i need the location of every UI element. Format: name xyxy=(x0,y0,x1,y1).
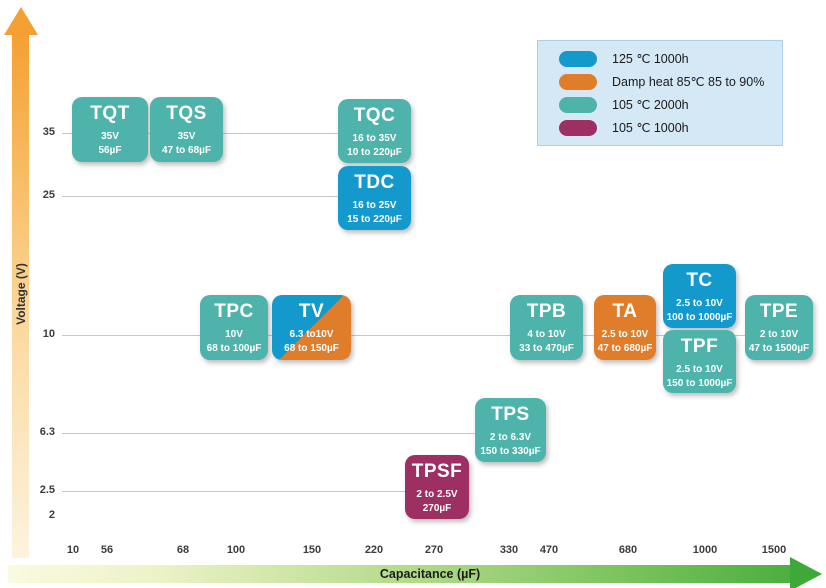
series-box-tqs: TQS 35V 47 to 68µF xyxy=(150,97,223,162)
y-tick-2: 2 xyxy=(48,509,55,521)
series-title: TQT xyxy=(90,103,130,124)
x-tick-1000: 1000 xyxy=(692,544,718,556)
x-tick-150: 150 xyxy=(302,544,322,556)
legend-swatch-blue xyxy=(559,50,597,67)
legend-label: 125 ℃ 1000h xyxy=(612,52,689,66)
x-tick-220: 220 xyxy=(364,544,384,556)
series-detail: 2.5 to 10V 47 to 680µF xyxy=(597,329,653,354)
series-detail: 2.5 to 10V 150 to 1000µF xyxy=(666,364,733,389)
y-tick-35: 35 xyxy=(42,126,55,138)
series-detail: 2 to 6.3V 150 to 330µF xyxy=(480,432,541,457)
gridline-25v xyxy=(62,196,340,197)
x-tick-470: 470 xyxy=(539,544,559,556)
legend-item-damp-heat: Damp heat 85℃ 85 to 90% xyxy=(559,70,782,93)
legend-label: Damp heat 85℃ 85 to 90% xyxy=(612,75,765,89)
series-title: TC xyxy=(686,270,713,291)
series-title: TPSF xyxy=(411,461,463,482)
legend-swatch-orange xyxy=(559,73,597,90)
legend: 125 ℃ 1000h Damp heat 85℃ 85 to 90% 105 … xyxy=(537,40,783,146)
gridline-6-3v xyxy=(62,433,476,434)
x-axis-arrowhead-icon xyxy=(790,557,822,588)
series-detail: 16 to 35V 10 to 220µF xyxy=(347,133,402,158)
series-title: TPF xyxy=(680,336,719,357)
series-title: TDC xyxy=(354,172,395,193)
legend-label: 105 ℃ 2000h xyxy=(612,98,689,112)
series-detail: 2 to 10V 47 to 1500µF xyxy=(748,329,810,354)
x-tick-1500: 1500 xyxy=(761,544,787,556)
series-box-tdc: TDC 16 to 25V 15 to 220µF xyxy=(338,166,411,230)
series-title: TPE xyxy=(759,301,799,322)
series-box-ta: TA 2.5 to 10V 47 to 680µF xyxy=(594,295,656,360)
series-title: TPS xyxy=(491,404,530,425)
y-tick-6-3: 6.3 xyxy=(39,426,55,438)
x-tick-100: 100 xyxy=(226,544,246,556)
gridline-2-5v xyxy=(62,491,406,492)
series-box-tc: TC 2.5 to 10V 100 to 1000µF xyxy=(663,264,736,328)
series-detail: 35V 56µF xyxy=(98,131,122,156)
series-detail: 4 to 10V 33 to 470µF xyxy=(519,329,574,354)
x-tick-56: 56 xyxy=(100,544,114,556)
series-title: TQS xyxy=(166,103,207,124)
series-detail: 10V 68 to 100µF xyxy=(206,329,262,354)
x-axis-label: Capacitance (µF) xyxy=(379,567,481,581)
series-detail: 6.3 to10V 68 to 150µF xyxy=(284,329,339,354)
series-box-tps: TPS 2 to 6.3V 150 to 330µF xyxy=(475,398,546,462)
gridline-10v xyxy=(62,335,745,336)
series-detail: 2.5 to 10V 100 to 1000µF xyxy=(666,298,733,323)
y-tick-2-5: 2.5 xyxy=(39,484,55,496)
series-title: TPB xyxy=(526,301,567,322)
series-box-tv: TV 6.3 to10V 68 to 150µF xyxy=(272,295,351,360)
y-tick-10: 10 xyxy=(42,328,55,340)
series-detail: 16 to 25V 15 to 220µF xyxy=(347,200,402,225)
series-box-tpf: TPF 2.5 to 10V 150 to 1000µF xyxy=(663,330,736,393)
series-title: TV xyxy=(298,301,325,322)
series-title: TPC xyxy=(214,301,254,322)
x-axis-arrow xyxy=(8,565,790,583)
y-axis-arrowhead-icon xyxy=(4,7,38,35)
x-tick-330: 330 xyxy=(499,544,519,556)
series-title: TQC xyxy=(353,105,396,126)
series-title: TA xyxy=(612,301,638,322)
x-tick-270: 270 xyxy=(424,544,444,556)
y-tick-25: 25 xyxy=(42,189,55,201)
series-detail: 2 to 2.5V 270µF xyxy=(416,489,458,514)
x-tick-10: 10 xyxy=(66,544,80,556)
series-box-tpc: TPC 10V 68 to 100µF xyxy=(200,295,268,360)
series-detail: 35V 47 to 68µF xyxy=(161,131,212,156)
x-tick-680: 680 xyxy=(618,544,638,556)
series-box-tqc: TQC 16 to 35V 10 to 220µF xyxy=(338,99,411,163)
series-box-tqt: TQT 35V 56µF xyxy=(72,97,148,162)
legend-label: 105 ℃ 1000h xyxy=(612,121,689,135)
legend-item-105c-1000h: 105 ℃ 1000h xyxy=(559,116,782,139)
series-box-tpe: TPE 2 to 10V 47 to 1500µF xyxy=(745,295,813,360)
legend-item-105c-2000h: 105 ℃ 2000h xyxy=(559,93,782,116)
y-axis-arrow xyxy=(12,34,29,558)
legend-swatch-magenta xyxy=(559,119,597,136)
x-tick-68: 68 xyxy=(176,544,190,556)
legend-item-125c-1000h: 125 ℃ 1000h xyxy=(559,47,782,70)
series-box-tpb: TPB 4 to 10V 33 to 470µF xyxy=(510,295,583,360)
legend-swatch-teal xyxy=(559,96,597,113)
series-box-tpsf: TPSF 2 to 2.5V 270µF xyxy=(405,455,469,519)
